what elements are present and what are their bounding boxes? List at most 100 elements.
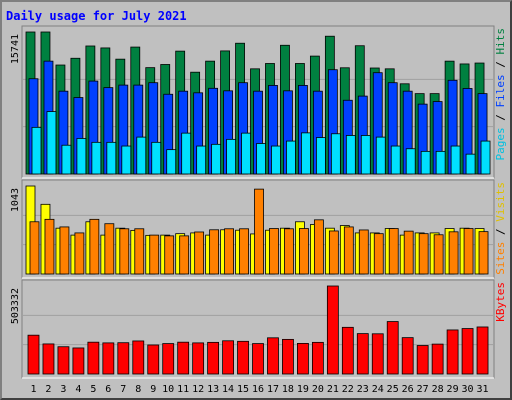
x-tick-label-day-19: 19 bbox=[297, 384, 309, 395]
bar-sites-day-11 bbox=[179, 235, 190, 275]
bar-kbytes-day-24 bbox=[371, 333, 384, 375]
x-tick-label-day-8: 8 bbox=[135, 384, 141, 395]
bar-sites-day-12 bbox=[194, 231, 205, 275]
bar-pages-day-11 bbox=[181, 132, 192, 175]
bar-sites-day-27 bbox=[418, 233, 429, 275]
bar-pages-day-28 bbox=[435, 150, 446, 175]
chart-title: Daily usage for July 2021 bbox=[6, 9, 187, 23]
bar-kbytes-day-22 bbox=[341, 326, 354, 375]
bar-pages-day-30 bbox=[465, 153, 476, 175]
bar-pages-day-16 bbox=[256, 143, 266, 175]
bar-pages-day-29 bbox=[450, 145, 461, 175]
bar-kbytes-day-15 bbox=[237, 340, 249, 375]
legend-visits-sites: Sites / Visits bbox=[494, 182, 507, 275]
bar-sites-day-8 bbox=[134, 228, 145, 275]
bar-sites-day-3 bbox=[59, 226, 70, 275]
kbytes-panel: 503332 bbox=[10, 279, 495, 379]
bar-pages-day-18 bbox=[286, 140, 296, 175]
x-tick-label-day-24: 24 bbox=[372, 384, 384, 395]
x-tick-label-day-16: 16 bbox=[252, 384, 264, 395]
bar-kbytes-day-8 bbox=[132, 340, 145, 375]
bar-sites-day-1 bbox=[29, 221, 40, 275]
x-tick-label-day-28: 28 bbox=[432, 384, 444, 395]
bar-sites-day-2 bbox=[44, 218, 55, 275]
bar-kbytes-day-3 bbox=[57, 346, 70, 375]
bar-pages-day-3 bbox=[61, 144, 72, 175]
bar-kbytes-day-4 bbox=[72, 347, 85, 375]
bar-pages-day-7 bbox=[121, 145, 132, 175]
x-tick-label-day-29: 29 bbox=[447, 384, 459, 395]
bar-sites-day-20 bbox=[313, 219, 324, 275]
bar-sites-day-25 bbox=[388, 228, 399, 275]
bar-pages-day-17 bbox=[271, 145, 281, 175]
x-tick-label-day-15: 15 bbox=[237, 384, 249, 395]
x-tick-label-day-26: 26 bbox=[402, 384, 414, 395]
bar-kbytes-day-29 bbox=[446, 329, 459, 375]
bar-sites-day-30 bbox=[463, 228, 474, 275]
bar-pages-day-6 bbox=[106, 141, 117, 175]
bar-sites-day-15 bbox=[239, 228, 249, 275]
bar-kbytes-day-5 bbox=[87, 341, 100, 375]
x-tick-label-day-4: 4 bbox=[75, 384, 81, 395]
x-tick-label-day-5: 5 bbox=[90, 384, 96, 395]
bar-kbytes-day-28 bbox=[431, 343, 444, 375]
bar-pages-day-9 bbox=[151, 141, 162, 175]
bar-sites-day-24 bbox=[373, 233, 384, 275]
x-tick-label-day-18: 18 bbox=[282, 384, 294, 395]
bar-sites-day-13 bbox=[209, 229, 220, 275]
x-tick-label-day-31: 31 bbox=[476, 384, 488, 395]
x-tick-label-day-25: 25 bbox=[387, 384, 399, 395]
bar-kbytes-day-19 bbox=[297, 343, 309, 375]
legend-hits-files-pages: Pages / Files / Hits bbox=[494, 28, 507, 161]
bar-sites-day-10 bbox=[164, 235, 175, 275]
x-tick-label-day-22: 22 bbox=[342, 384, 354, 395]
bar-pages-day-25 bbox=[390, 145, 401, 175]
bar-sites-day-21 bbox=[328, 230, 339, 275]
bar-sites-day-5 bbox=[89, 218, 100, 275]
x-tick-label-day-2: 2 bbox=[45, 384, 51, 395]
x-tick-label-day-23: 23 bbox=[357, 384, 369, 395]
x-tick-label-day-3: 3 bbox=[60, 384, 66, 395]
legend-files: Files bbox=[494, 74, 507, 107]
legend-sites: Sites bbox=[494, 242, 507, 275]
x-tick-label-day-17: 17 bbox=[267, 384, 279, 395]
bar-sites-day-28 bbox=[433, 234, 444, 275]
bar-sites-day-18 bbox=[284, 228, 294, 275]
bar-kbytes-day-30 bbox=[461, 328, 474, 375]
x-tick-label-day-11: 11 bbox=[177, 384, 189, 395]
bar-pages-day-2 bbox=[46, 111, 57, 175]
bar-kbytes-day-13 bbox=[207, 341, 220, 375]
hits-files-pages-panel: 15741 bbox=[10, 25, 495, 179]
x-tick-label-day-9: 9 bbox=[150, 384, 156, 395]
bar-pages-day-4 bbox=[76, 138, 87, 175]
x-tick-label-day-30: 30 bbox=[462, 384, 474, 395]
bar-pages-day-12 bbox=[196, 145, 207, 175]
bar-pages-day-21 bbox=[330, 133, 341, 175]
x-tick-label-day-7: 7 bbox=[120, 384, 126, 395]
x-tick-label-day-27: 27 bbox=[417, 384, 429, 395]
x-tick-label-day-10: 10 bbox=[162, 384, 174, 395]
visits-sites-ymax-label: 1043 bbox=[10, 188, 21, 212]
bar-pages-day-27 bbox=[420, 150, 431, 175]
bar-sites-day-9 bbox=[149, 234, 160, 275]
bar-kbytes-day-14 bbox=[222, 340, 234, 375]
legend-pages: Pages bbox=[494, 127, 507, 160]
bar-kbytes-day-31 bbox=[476, 326, 489, 375]
x-axis-day-labels: 1 2 3 4 5 6 7 8 9 10 11 12 13 14 15 16 17 18 19 20 21 22 23 24 2… bbox=[30, 384, 488, 395]
bar-pages-day-5 bbox=[91, 141, 102, 175]
bar-pages-day-19 bbox=[301, 132, 311, 175]
bar-pages-day-13 bbox=[211, 143, 222, 175]
x-tick-label-day-6: 6 bbox=[105, 384, 111, 395]
bar-sites-day-23 bbox=[358, 229, 369, 275]
bar-pages-day-20 bbox=[315, 137, 326, 175]
bar-pages-day-23 bbox=[360, 135, 371, 175]
bar-kbytes-day-7 bbox=[117, 342, 130, 375]
bar-sites-day-22 bbox=[343, 226, 354, 275]
bar-sites-day-6 bbox=[104, 223, 115, 275]
bar-sites-day-26 bbox=[403, 230, 414, 275]
bar-pages-day-8 bbox=[136, 136, 147, 175]
legend-visits: Visits bbox=[494, 182, 507, 222]
bar-pages-day-14 bbox=[226, 138, 236, 175]
visits-sites-panel: 1043 bbox=[10, 179, 495, 279]
